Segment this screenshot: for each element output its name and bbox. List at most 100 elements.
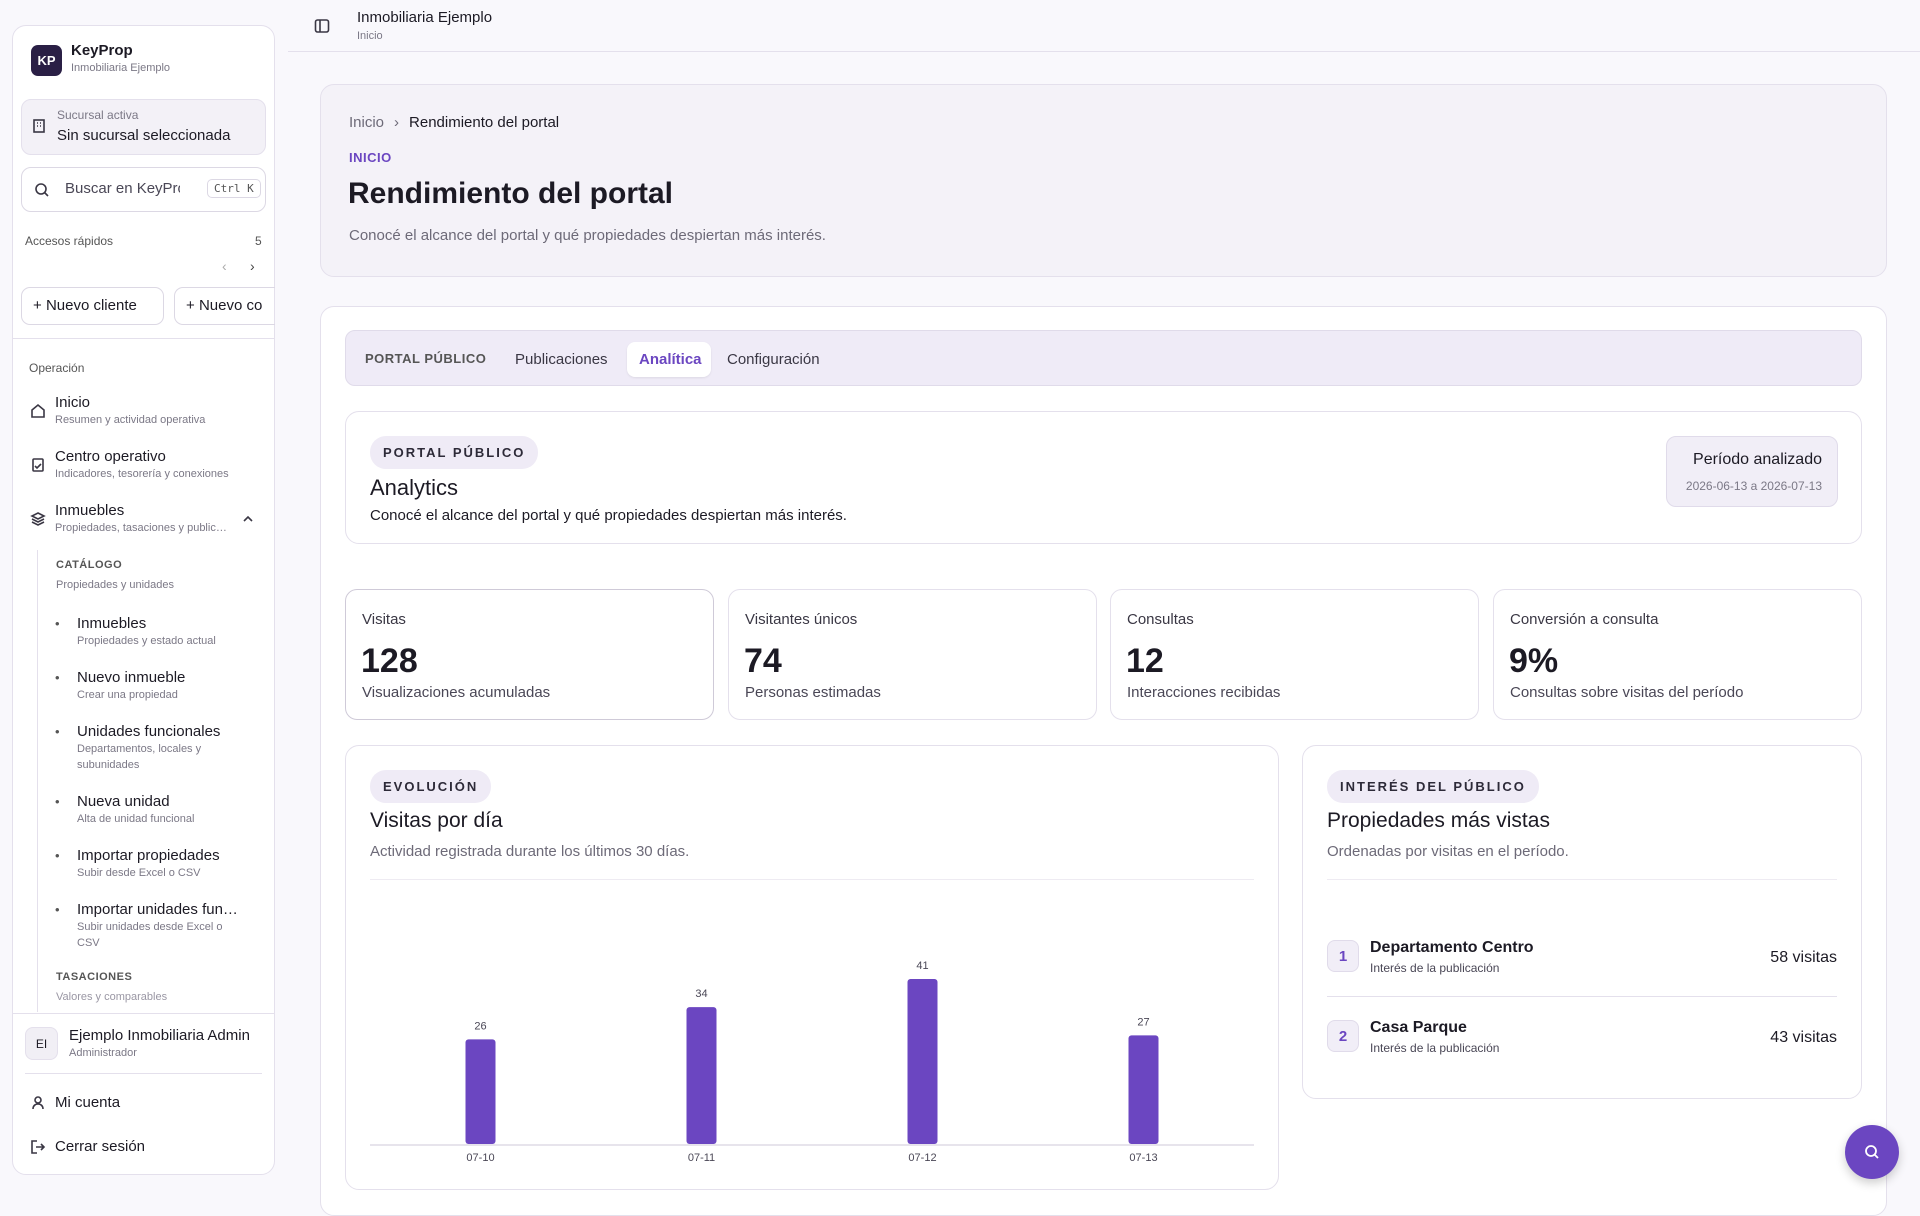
search-icon [35,183,49,197]
top-card [1302,745,1862,1099]
divider [1327,879,1837,880]
bar-chart: 26 07-10 34 07-11 41 07-12 27 07-13 [370,960,1254,1164]
account-link[interactable]: Mi cuenta [55,1094,121,1111]
property-name[interactable]: Departamento Centro [1370,939,1534,956]
group-heading: TASACIONES [56,971,133,983]
branch-box[interactable] [21,99,266,155]
kpi-label: Visitantes únicos [745,611,858,628]
logout-icon [31,1140,46,1154]
quick-button[interactable]: + Nuevo co [174,287,275,325]
quick-button-text: Nuevo cliente [45,297,137,314]
brand-name: KeyProp [71,42,133,59]
floating-search-icon [1865,1145,1879,1159]
kpi-note: Personas estimadas [745,684,881,701]
analytics-title: Analytics [370,475,459,500]
catalog-sub: Crear una propiedad [77,689,178,701]
quick-label: Accesos rápidos [25,234,114,248]
catalog-icon: • [55,616,60,631]
divider [12,1013,275,1014]
catalog-icon: • [55,670,60,685]
nav-sub: Indicadores, tesorería y conexiones [55,468,229,480]
branch-value: Sin sucursal seleccionada [57,127,231,144]
catalog-title[interactable]: Importar unidades fun… [77,901,238,918]
badge: INTERÉS DEL PÚBLICO [1327,770,1539,803]
tab[interactable]: Configuración [727,351,820,368]
tabs-label: PORTAL PÚBLICO [365,351,487,366]
breadcrumb-item[interactable]: Inicio [349,114,385,131]
eyebrow: INICIO [349,150,392,165]
catalog-title[interactable]: Nuevo inmueble [77,669,186,686]
catalog-icon: • [55,794,60,809]
page-description: Conocé el alcance del portal y qué propi… [349,227,826,244]
user-role: Administrador [69,1047,137,1059]
group-heading: CATÁLOGO [56,559,123,571]
breadcrumb: Inicio › Rendimiento del portal [349,114,560,131]
nav-icon [30,512,46,526]
bar-value-label: 41 [916,960,928,972]
account-icon [32,1096,44,1110]
catalog-title[interactable]: Importar propiedades [77,847,220,864]
catalog-icon: • [55,724,60,739]
nav-title[interactable]: Inmuebles [55,502,125,519]
catalog-sub: subunidades [77,759,140,771]
nav-icon [32,458,44,472]
badge: PORTAL PÚBLICO [370,436,539,469]
tab[interactable]: Analítica [639,351,702,368]
kpi-label: Consultas [1127,611,1194,628]
chevron[interactable] [242,514,254,524]
quick-button-label: + Nuevo co [186,297,263,314]
x-tick-label: 07-11 [688,1152,715,1164]
kpi-note: Visualizaciones acumuladas [362,684,551,701]
catalog-sub: Alta de unidad funcional [77,813,195,825]
quick-count: 5 [255,234,262,248]
breadcrumb-item: Rendimiento del portal [409,114,560,131]
catalog-icon: • [55,902,60,917]
catalog-sub: Propiedades y estado actual [77,635,216,647]
property-note: Interés de la publicación [1370,1041,1500,1055]
kpi-value: 128 [361,642,418,680]
nav-sub: Resumen y actividad operativa [55,414,206,426]
brand-logo: KP [31,45,62,76]
property-visits: 43 visitas [1770,1029,1837,1046]
user-name[interactable]: Ejemplo Inmobiliaria Admin [69,1027,250,1044]
sidebar-toggle[interactable] [314,18,330,34]
catalog-title[interactable]: Unidades funcionales [77,723,221,740]
quick-prev[interactable]: ‹ [222,258,227,274]
nav-title[interactable]: Inicio [55,394,91,411]
group-sub: Propiedades y unidades [56,579,175,591]
kpi-card [728,589,1097,720]
catalog-sub: Departamentos, locales y [77,743,202,755]
sidebar [12,25,275,1175]
search-box[interactable] [21,167,266,212]
analytics-card [345,411,1862,544]
catalog-title[interactable]: Nueva unidad [77,793,170,810]
x-tick-label: 07-13 [1129,1152,1157,1164]
chart-subtitle: Actividad registrada durante los últimos… [370,843,690,860]
bar-value-label: 34 [695,988,707,1000]
logout-link[interactable]: Cerrar sesión [55,1138,146,1155]
search-shortcut: Ctrl K [207,179,261,198]
kpi-label: Conversión a consulta [1510,611,1659,628]
catalog-sub: CSV [77,937,100,949]
search-placeholder: Buscar en KeyPro [65,180,180,197]
kpi-card [1493,589,1862,720]
kpi-label: Visitas [362,611,406,628]
bar [907,979,938,1144]
quick-next[interactable]: › [250,258,255,274]
group-sub: Valores y comparables [56,991,168,1003]
nav-title[interactable]: Centro operativo [55,448,166,465]
quick-button[interactable] [21,287,164,325]
kpi-card [1110,589,1479,720]
tab-active-bg [627,342,711,377]
bar [465,1039,496,1144]
catalog-title[interactable]: Inmuebles [77,615,147,632]
period-range: 2026-06-13 a 2026-07-13 [1685,479,1822,493]
tree-line [37,550,38,1012]
badge: EVOLUCIÓN [370,770,492,803]
divider [288,51,1920,52]
rank-badge: 1 [1327,940,1359,972]
divider [25,1073,262,1074]
tab[interactable]: Publicaciones [515,351,608,368]
property-name[interactable]: Casa Parque [1370,1019,1467,1036]
floating-search[interactable] [1845,1125,1899,1179]
